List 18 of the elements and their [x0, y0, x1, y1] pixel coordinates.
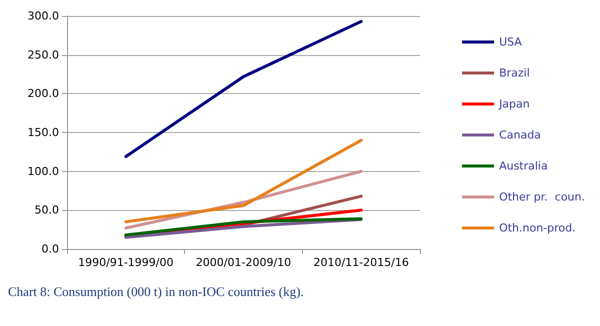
legend-label: USA: [499, 36, 522, 48]
legend-label: Canada: [499, 128, 541, 142]
y-tick-label: 50.0: [34, 204, 59, 217]
y-tick-label: 100.0: [28, 164, 59, 178]
y-tick-label: 0.0: [42, 242, 59, 256]
legend-label: Oth.non-prod.: [499, 222, 576, 234]
x-tick-label: 2000/01-2009/10: [196, 256, 292, 269]
legend-label: Australia: [499, 160, 548, 172]
y-tick-label: 150.0: [28, 126, 59, 139]
y-tick-label: 200.0: [28, 87, 59, 100]
caption: Chart 8: Consumption (000 t) in non-IOC countries (kg).: [8, 284, 305, 300]
y-tick-label: 300.0: [28, 10, 59, 22]
x-tick-label: 1990/91-1999/00: [78, 256, 174, 269]
y-tick-label: 250.0: [28, 48, 59, 62]
legend-label: Brazil: [499, 66, 530, 80]
legend-label: Other pr. coun.: [499, 190, 586, 204]
legend-label: Japan: [498, 98, 530, 110]
x-tick-label: 2010/11-2015/16: [313, 256, 409, 269]
